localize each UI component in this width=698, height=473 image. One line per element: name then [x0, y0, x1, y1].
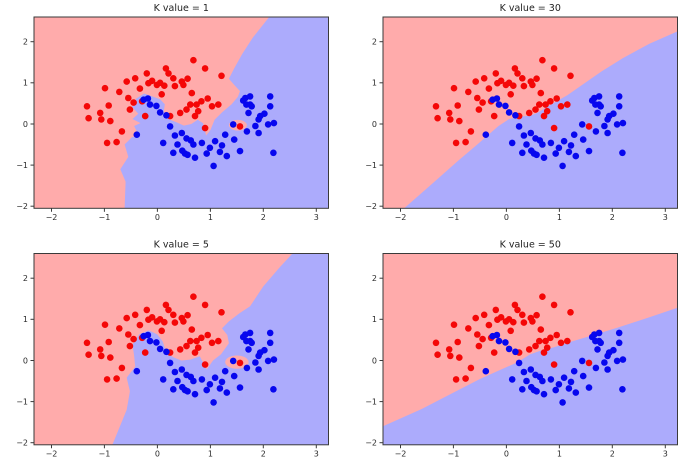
svg-text:2: 2 — [23, 38, 28, 47]
svg-text:0: 0 — [155, 449, 160, 458]
decision-region-blue — [404, 31, 678, 209]
x-axis-tick-labels: −2 −1 0 1 2 3 — [46, 449, 319, 458]
x-axis-ticks — [51, 208, 317, 212]
svg-text:−2: −2 — [46, 449, 58, 458]
svg-text:1: 1 — [208, 449, 213, 458]
svg-text:−2: −2 — [46, 213, 58, 222]
svg-text:2: 2 — [610, 449, 615, 458]
x-axis-ticks — [400, 444, 666, 449]
subplot-k5-chart: −2 −1 0 1 2 3 −2 −1 0 1 2 K value = 5 — [16, 240, 329, 458]
svg-text:2: 2 — [372, 38, 377, 47]
x-axis-ticks — [51, 444, 317, 449]
svg-text:3: 3 — [663, 213, 668, 222]
scatter-class-red — [432, 56, 593, 147]
scatter-class-blue — [482, 329, 627, 406]
svg-text:3: 3 — [663, 449, 668, 458]
svg-text:−2: −2 — [395, 213, 407, 222]
svg-text:0: 0 — [155, 213, 160, 222]
plot-frame — [382, 16, 678, 209]
svg-text:0: 0 — [23, 356, 28, 365]
decision-region-blue — [112, 253, 329, 445]
svg-text:0: 0 — [372, 120, 377, 129]
svg-text:2: 2 — [261, 213, 266, 222]
svg-text:1: 1 — [372, 79, 377, 88]
svg-text:3: 3 — [314, 449, 319, 458]
scatter-class-blue — [133, 93, 278, 170]
subplot-k50-chart: −2 −1 0 1 2 3 −2 −1 0 1 2 K value = 50 — [365, 240, 678, 458]
scatter-class-blue — [133, 329, 278, 406]
svg-text:−2: −2 — [16, 439, 28, 448]
subplot-k1-chart: −2 −1 0 1 2 3 −2 −1 0 1 2 K value = 1 — [16, 3, 329, 222]
plot-frame — [382, 253, 678, 446]
scatter-class-red — [83, 293, 244, 383]
svg-text:−2: −2 — [16, 202, 28, 211]
svg-text:2: 2 — [261, 449, 266, 458]
svg-text:2: 2 — [610, 213, 615, 222]
y-axis-ticks — [30, 41, 34, 207]
y-axis-tick-labels: −2 −1 0 1 2 — [365, 274, 377, 448]
y-axis-tick-labels: −2 −1 0 1 2 — [16, 274, 28, 448]
svg-text:−1: −1 — [16, 161, 28, 170]
x-axis-tick-labels: −2 −1 0 1 2 3 — [395, 213, 668, 222]
decision-region-blue — [120, 17, 329, 209]
svg-text:1: 1 — [557, 449, 562, 458]
subplot-bottom-right: −2 −1 0 1 2 3 −2 −1 0 1 2 K value = 50 — [349, 236, 698, 473]
x-axis-tick-labels: −2 −1 0 1 2 3 — [46, 213, 319, 222]
svg-text:−1: −1 — [448, 449, 460, 458]
y-axis-ticks — [379, 277, 383, 444]
subplot-top-left: −2 −1 0 1 2 3 −2 −1 0 1 2 K value = 1 — [0, 0, 349, 236]
svg-text:−2: −2 — [365, 202, 377, 211]
y-axis-ticks — [379, 41, 383, 207]
plot-title: K value = 50 — [500, 240, 561, 251]
plot-title: K value = 30 — [500, 3, 561, 14]
subplot-bottom-left: −2 −1 0 1 2 3 −2 −1 0 1 2 K value = 5 — [0, 236, 349, 473]
plot-frame — [33, 253, 329, 446]
y-axis-ticks — [30, 277, 34, 444]
svg-text:2: 2 — [372, 274, 377, 283]
plot-frame — [33, 16, 329, 209]
y-axis-tick-labels: −2 −1 0 1 2 — [365, 38, 377, 212]
y-axis-tick-labels: −2 −1 0 1 2 — [16, 38, 28, 212]
plot-title: K value = 5 — [154, 240, 209, 251]
svg-text:2: 2 — [23, 274, 28, 283]
svg-text:−1: −1 — [99, 449, 111, 458]
svg-text:1: 1 — [557, 213, 562, 222]
svg-text:−1: −1 — [365, 161, 377, 170]
svg-text:1: 1 — [23, 79, 28, 88]
svg-text:1: 1 — [372, 315, 377, 324]
svg-text:0: 0 — [504, 213, 509, 222]
svg-text:−2: −2 — [395, 449, 407, 458]
svg-text:0: 0 — [23, 120, 28, 129]
scatter-class-red — [83, 56, 244, 147]
x-axis-ticks — [400, 208, 666, 212]
subplot-k30-chart: −2 −1 0 1 2 3 −2 −1 0 1 2 K value = 30 — [365, 3, 678, 222]
svg-text:0: 0 — [372, 356, 377, 365]
svg-text:−1: −1 — [99, 213, 111, 222]
scatter-class-blue — [482, 93, 627, 170]
svg-text:−1: −1 — [365, 397, 377, 406]
svg-text:−2: −2 — [365, 439, 377, 448]
svg-text:1: 1 — [208, 213, 213, 222]
x-axis-tick-labels: −2 −1 0 1 2 3 — [395, 449, 668, 458]
subplot-top-right: −2 −1 0 1 2 3 −2 −1 0 1 2 K value = 30 — [349, 0, 698, 236]
svg-text:−1: −1 — [16, 397, 28, 406]
svg-text:3: 3 — [314, 213, 319, 222]
svg-text:0: 0 — [504, 449, 509, 458]
svg-text:1: 1 — [23, 315, 28, 324]
svg-text:−1: −1 — [448, 213, 460, 222]
plot-title: K value = 1 — [154, 3, 209, 14]
